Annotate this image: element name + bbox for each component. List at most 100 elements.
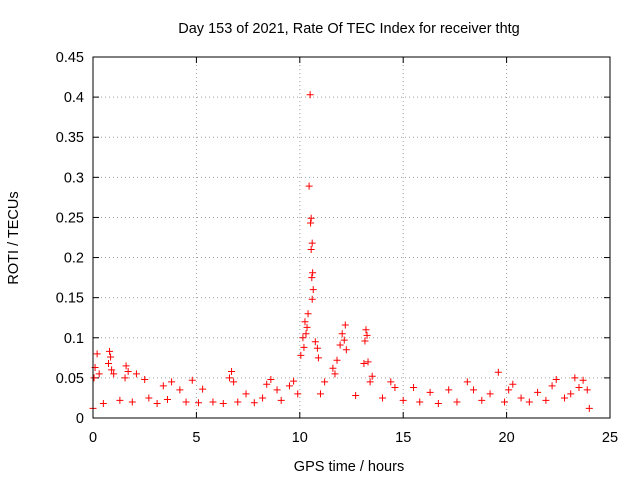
data-point [463,378,471,386]
data-point [108,366,116,374]
data-point [209,398,217,406]
data-point [188,376,196,384]
data-point [267,375,275,383]
data-point [453,398,461,406]
data-point [194,399,202,407]
data-point [93,350,101,358]
data-point [285,382,293,390]
x-tick-label: 20 [499,430,515,446]
grid [93,57,610,418]
data-point [316,390,324,398]
y-tick-label: 0.2 [64,251,84,267]
data-point [445,386,453,394]
data-point [552,375,560,383]
data-point [122,362,130,370]
data-point [399,396,407,404]
data-point [116,396,124,404]
data-point [294,390,302,398]
data-point [368,372,376,380]
data-point [308,274,316,282]
data-point [304,310,312,318]
data-point [366,378,374,386]
data-point [250,399,258,407]
data-point [363,331,371,339]
data-point [306,91,314,99]
data-point [234,398,242,406]
x-tick-label: 15 [395,430,411,446]
y-tick-label: 0.35 [56,130,84,146]
x-tick-label: 5 [192,430,200,446]
data-point [342,346,350,354]
plot-frame [92,56,611,419]
data-point [124,367,132,375]
data-point [302,330,310,338]
data-point [225,374,233,382]
data-point [314,354,322,362]
data-point [95,370,103,378]
data-point [391,384,399,392]
data-point [321,378,329,386]
data-point [561,394,569,402]
data-point [494,368,502,376]
data-point [305,182,313,190]
data-point [410,384,418,392]
data-point [387,378,395,386]
y-tick-label: 0.25 [56,210,84,226]
data-point [583,386,591,394]
data-point [571,374,579,382]
data-point [379,394,387,402]
data-point [548,382,556,390]
data-point [525,398,533,406]
data-point [307,219,315,227]
data-point [297,351,305,359]
data-point [128,398,136,406]
data-point [300,343,308,351]
data-point [168,378,176,386]
data-point [259,394,267,402]
data-point [301,318,309,326]
data-point [341,321,349,329]
data-point [352,392,360,400]
data-point [434,400,442,408]
data-point [199,385,207,393]
y-tick-label: 0.15 [56,291,84,307]
x-tick-label: 25 [602,430,618,446]
data-point [273,386,281,394]
axes: 0 0.05 0.1 0.15 0.2 0.25 0.3 0.35 0.4 0.45 0 5 10 15 2… [56,50,618,446]
data-point [153,400,161,408]
data-point [182,398,190,406]
data-point [470,386,478,394]
chart-title: Day 153 of 2021, Rate Of TEC Index for r… [178,21,519,37]
y-tick-label: 0 [76,411,84,427]
data-point [542,396,550,404]
data-point [309,286,317,294]
data-point [426,388,434,396]
data-point [331,370,339,378]
data-points [89,91,593,412]
data-point [176,386,184,394]
data-point [579,376,587,384]
data-point [99,400,107,408]
data-point [106,347,114,355]
y-tick-label: 0.1 [64,331,84,347]
data-point [361,337,369,345]
data-point [277,396,285,404]
data-point [416,398,424,406]
data-point [228,367,236,375]
data-point [567,390,575,398]
data-point [299,334,307,342]
y-tick-label: 0.3 [64,170,84,186]
data-point [107,353,115,361]
data-point [242,390,250,398]
data-point [534,388,542,396]
data-point [230,378,238,386]
y-tick-label: 0.4 [64,90,84,106]
data-point [585,404,593,412]
data-point [308,295,316,303]
data-point [509,380,517,388]
x-axis-label: GPS time / hours [294,459,404,475]
data-point [263,380,271,388]
x-tick-label: 10 [292,430,308,446]
data-point [110,370,118,378]
data-point [303,323,311,331]
